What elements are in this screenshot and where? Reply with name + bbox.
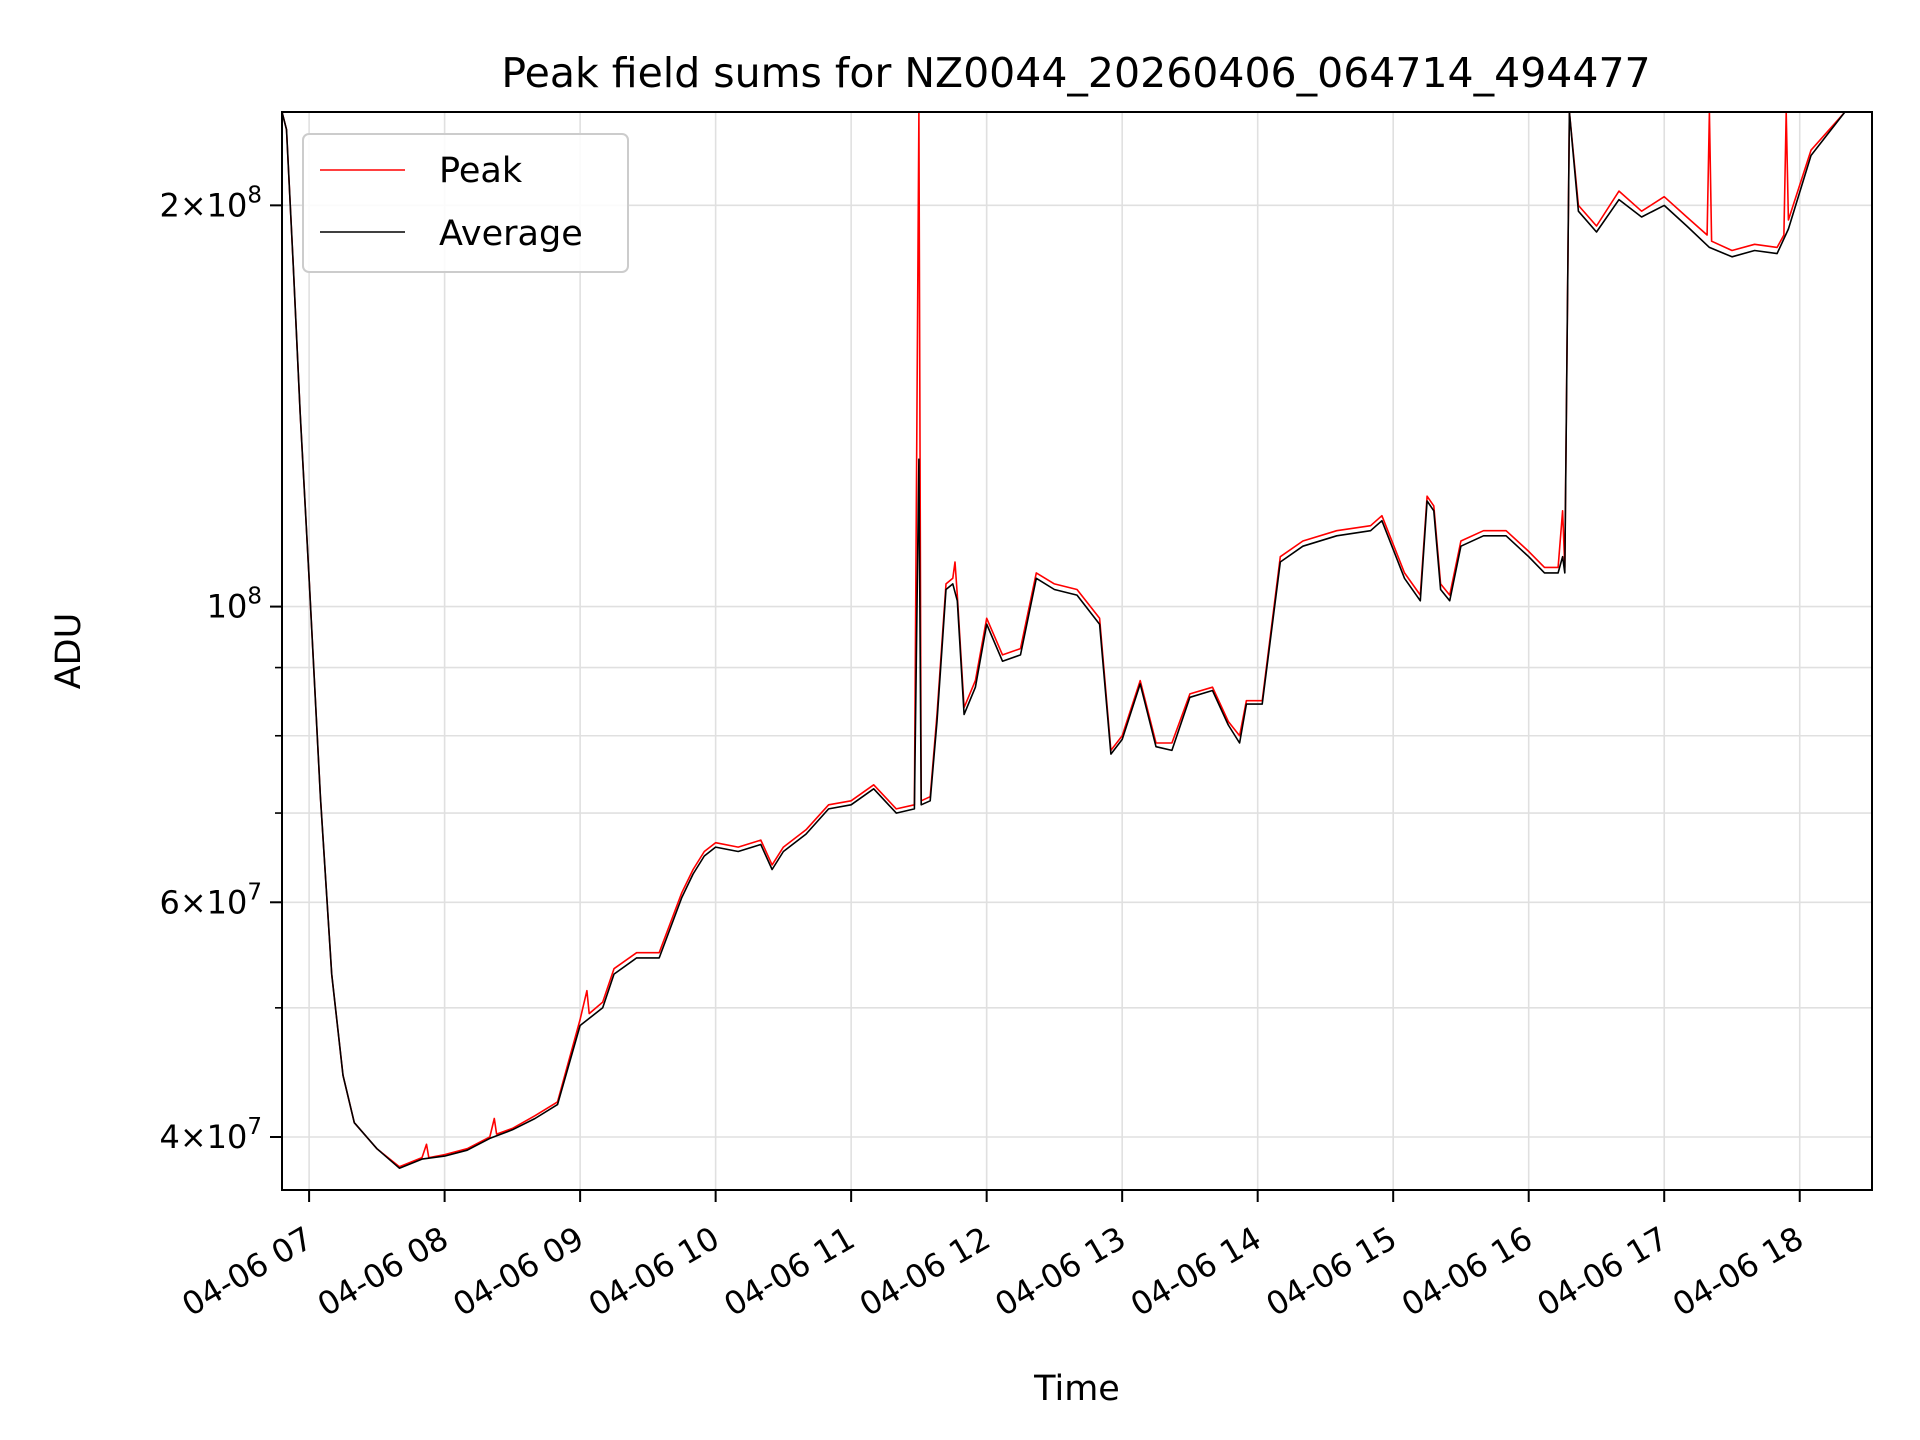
x-tick-label: 04-06 08 (311, 1219, 455, 1324)
y-axis-ticks: 4×107 6×107 108 2×108 (159, 182, 282, 1156)
legend: Peak Average (302, 133, 629, 273)
x-tick-label: 04-06 17 (1531, 1219, 1675, 1324)
y-tick-label: 2×108 (159, 182, 262, 224)
y-tick-label: 6×107 (159, 879, 262, 921)
legend-box (302, 133, 629, 273)
x-tick-label: 04-06 11 (718, 1219, 862, 1324)
x-tick-label: 04-06 14 (1124, 1219, 1268, 1324)
x-tick-label: 04-06 07 (176, 1219, 320, 1324)
y-axis-label: ADU (49, 613, 89, 690)
legend-label-average: Average (439, 214, 583, 254)
x-tick-label: 04-06 13 (989, 1219, 1133, 1324)
x-axis-label: Time (1033, 1369, 1120, 1409)
chart-title: Peak field sums for NZ0044_20260406_0647… (501, 49, 1650, 97)
x-tick-label: 04-06 18 (1666, 1219, 1810, 1324)
x-tick-label: 04-06 16 (1395, 1219, 1539, 1324)
x-tick-label: 04-06 15 (1260, 1219, 1404, 1324)
y-tick-label: 108 (207, 584, 262, 626)
plot-frame (281, 111, 1873, 1191)
x-tick-label: 04-06 09 (447, 1219, 591, 1324)
grid-lines (282, 112, 1872, 1190)
x-tick-label: 04-06 10 (582, 1219, 726, 1324)
legend-label-peak: Peak (439, 151, 523, 191)
series-line-average (281, 111, 1872, 1169)
y-tick-label: 4×107 (159, 1114, 262, 1156)
x-tick-label: 04-06 12 (853, 1219, 997, 1324)
